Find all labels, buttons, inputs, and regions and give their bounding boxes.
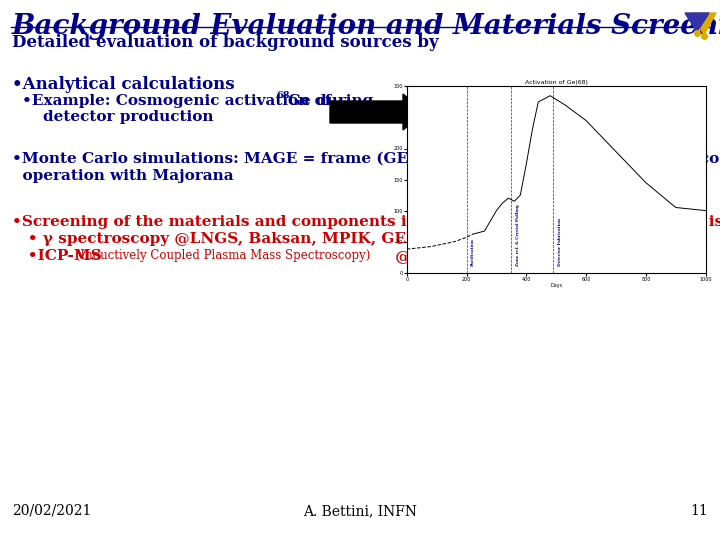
X-axis label: Days: Days [550,284,562,288]
Text: Detailed evaluation of background sources by: Detailed evaluation of background source… [12,34,438,51]
Text: Background Evaluation and Materials Screening: Background Evaluation and Materials Scre… [12,13,720,40]
Text: Zone ref. & Crystal Pulling: Zone ref. & Crystal Pulling [516,205,520,267]
Text: Ge during: Ge during [288,94,373,108]
Text: •ICP-MS: •ICP-MS [12,249,102,263]
Text: operation with Majorana: operation with Majorana [12,169,233,183]
Text: •Example: Cosmogenic activation of: •Example: Cosmogenic activation of [22,94,337,108]
Text: •Analytical calculations: •Analytical calculations [12,76,235,93]
Polygon shape [692,13,716,35]
Text: Detector Fabrication: Detector Fabrication [558,219,562,267]
Text: detector production: detector production [22,110,214,124]
Text: •Monte Carlo simulations: MAGE = frame (GEANT4) and database developed in co-: •Monte Carlo simulations: MAGE = frame (… [12,152,720,166]
Text: A. Bettini, INFN: A. Bettini, INFN [303,504,417,518]
Text: Purification: Purification [471,239,475,267]
Text: 11: 11 [690,504,708,518]
Polygon shape [685,13,709,32]
Text: •Screening of the materials and components in different sites, depending on the : •Screening of the materials and componen… [12,215,720,229]
Text: • γ spectroscopy @LNGS, Baksan, MPIK, GEEL: • γ spectroscopy @LNGS, Baksan, MPIK, GE… [12,232,428,246]
FancyArrow shape [330,94,425,130]
Text: 20/02/2021: 20/02/2021 [12,504,91,518]
Text: @ LNGS and Frankfurt U.: @ LNGS and Frankfurt U. [390,249,612,263]
Title: Activation of Ge(68): Activation of Ge(68) [525,79,588,85]
Text: (Inductively Coupled Plasma Mass Spectroscopy): (Inductively Coupled Plasma Mass Spectro… [72,249,370,262]
Text: 68: 68 [276,91,289,100]
